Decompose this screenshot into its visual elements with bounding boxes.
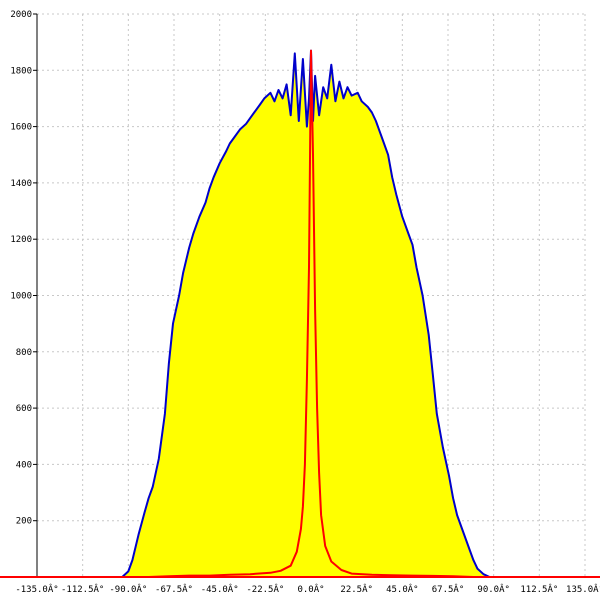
x-tick-label: -67.5Â°: [155, 583, 193, 595]
y-tick-label: 1600: [10, 123, 32, 133]
x-tick-label: 67.5Â°: [432, 583, 465, 595]
y-tick-label: 1400: [10, 179, 32, 189]
x-tick-label: -90.0Â°: [109, 583, 147, 595]
y-tick-label: 200: [16, 517, 32, 527]
x-tick-label: 135.0Â°: [566, 583, 600, 595]
y-tick-label: 1200: [10, 235, 32, 245]
y-tick-label: 2000: [10, 10, 32, 20]
x-tick-label: 90.0Â°: [477, 583, 510, 595]
y-tick-label: 1000: [10, 292, 32, 302]
x-tick-label: 22.5Â°: [340, 583, 373, 595]
series-1-line: [37, 49, 585, 578]
x-tick-label: 45.0Â°: [386, 583, 419, 595]
y-tick-label: 800: [16, 348, 32, 358]
y-tick-labels: 200 400 600 800 1000 1200 1400 1600 1800 2000: [10, 10, 37, 527]
series-layer: [37, 49, 585, 578]
x-tick-label: 0.0Â°: [297, 583, 324, 595]
x-tick-label: 112.5Â°: [520, 583, 558, 595]
x-tick-label: -22.5Â°: [246, 583, 284, 595]
y-tick-label: 1800: [10, 66, 32, 76]
y-tick-label: 600: [16, 404, 32, 414]
x-tick-labels: -135.0Â° -112.5Â° -90.0Â° -67.5Â° -45.0Â° -22…: [15, 583, 600, 595]
x-tick-label: -135.0Â°: [15, 583, 58, 595]
x-tick-label: -112.5Â°: [61, 583, 104, 595]
series-0-area: [37, 50, 585, 578]
y-tick-label: 400: [16, 460, 32, 470]
x-tick-label: -45.0Â°: [201, 583, 239, 595]
